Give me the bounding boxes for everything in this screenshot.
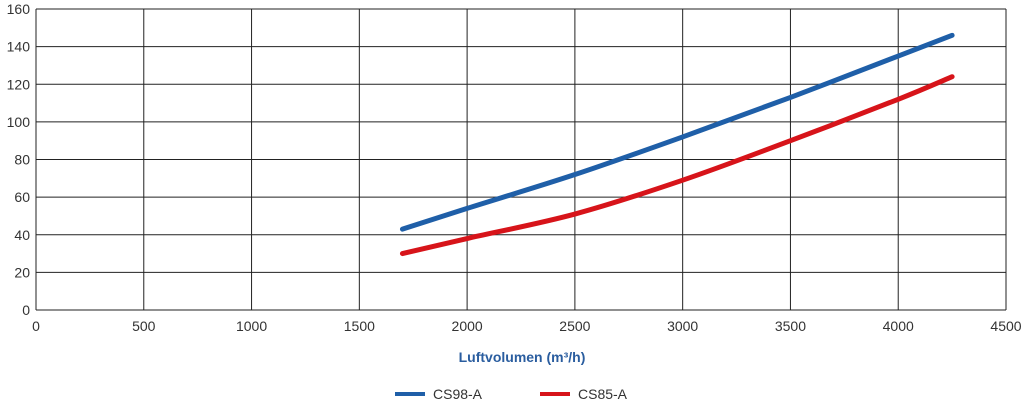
x-tick-label: 1000 <box>236 318 267 334</box>
series-line-cs98-a <box>399 32 955 232</box>
y-tick-label: 140 <box>7 39 31 55</box>
y-tick-label: 160 <box>7 1 31 17</box>
legend-label: CS98-A <box>433 386 483 402</box>
x-tick-label: 500 <box>132 318 156 334</box>
x-tick-label: 4500 <box>990 318 1021 334</box>
y-tick-label: 20 <box>14 264 30 280</box>
x-tick-label: 2000 <box>452 318 483 334</box>
legend-label: CS85-A <box>578 386 628 402</box>
y-tick-label: 0 <box>22 302 30 318</box>
chart-legend: CS98-A CS85-A <box>395 386 628 402</box>
y-tick-label: 40 <box>14 227 30 243</box>
series-line-cs85-a <box>399 74 955 257</box>
x-tick-label: 1500 <box>344 318 375 334</box>
x-tick-label: 3500 <box>775 318 806 334</box>
x-axis-ticks: 0 500 1000 1500 2000 2500 3000 3500 4000 4500 <box>32 318 1022 334</box>
y-axis-ticks: 0 20 40 60 80 100 120 140 160 <box>7 1 31 318</box>
x-axis-label: Luftvolumen (m³/h) <box>459 349 586 365</box>
x-tick-label: 4000 <box>883 318 914 334</box>
y-tick-label: 80 <box>14 152 30 168</box>
y-tick-label: 100 <box>7 114 31 130</box>
chart-grid <box>35 8 1007 311</box>
chart-series <box>399 32 955 257</box>
x-tick-label: 3000 <box>667 318 698 334</box>
x-tick-label: 2500 <box>559 318 590 334</box>
x-tick-label: 0 <box>32 318 40 334</box>
y-tick-label: 120 <box>7 76 31 92</box>
y-tick-label: 60 <box>14 189 30 205</box>
